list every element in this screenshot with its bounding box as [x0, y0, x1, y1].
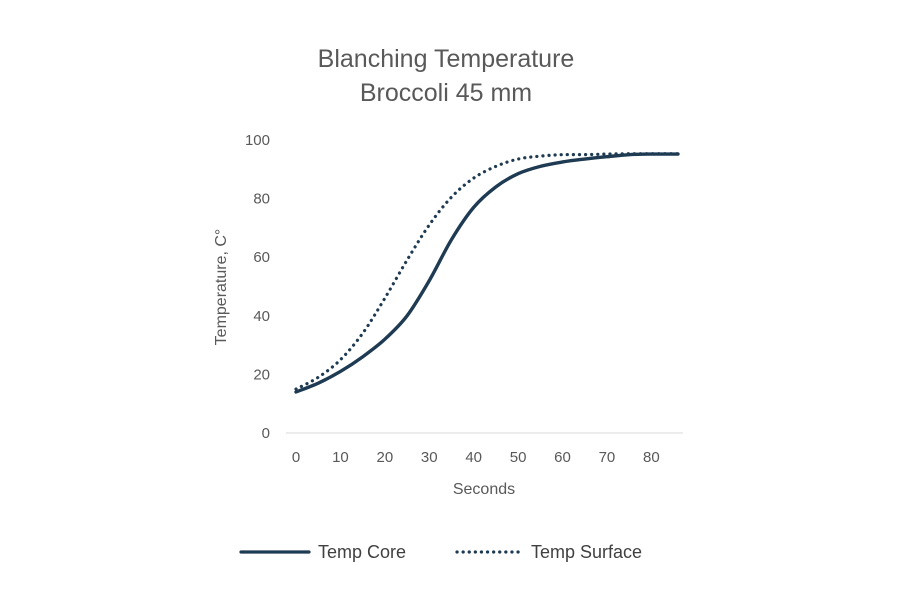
- x-tick-label: 20: [376, 449, 393, 466]
- x-tick-label: 60: [554, 449, 571, 466]
- y-tick-label: 20: [253, 366, 270, 383]
- y-axis-label: Temperature, C°: [213, 229, 230, 346]
- y-tick-label: 80: [253, 191, 270, 208]
- y-tick-label: 60: [253, 249, 270, 266]
- y-axis-ticks: 0 20 40 60 80 100: [245, 132, 270, 442]
- x-tick-label: 10: [332, 449, 349, 466]
- x-tick-label: 30: [421, 449, 438, 466]
- x-tick-label: 70: [599, 449, 616, 466]
- y-tick-label: 100: [245, 132, 270, 149]
- x-axis-ticks: 0 10 20 30 40 50 60 70 80: [292, 449, 660, 466]
- legend: Temp Core Temp Surface: [239, 542, 642, 562]
- series-line-temp-core: [294, 152, 680, 394]
- x-tick-label: 40: [465, 449, 482, 466]
- legend-label-temp-core: Temp Core: [318, 542, 406, 562]
- series-layer: [294, 152, 680, 394]
- y-tick-label: 0: [262, 425, 270, 442]
- legend-label-temp-surface: Temp Surface: [531, 542, 642, 562]
- series-line-temp-surface: [294, 152, 680, 391]
- x-tick-label: 0: [292, 449, 300, 466]
- y-tick-label: 40: [253, 308, 270, 325]
- chart-title: Blanching Temperature: [318, 45, 575, 73]
- x-tick-label: 50: [510, 449, 527, 466]
- x-axis-label: Seconds: [453, 481, 515, 498]
- x-tick-label: 80: [643, 449, 660, 466]
- chart-subtitle: Broccoli 45 mm: [360, 79, 532, 107]
